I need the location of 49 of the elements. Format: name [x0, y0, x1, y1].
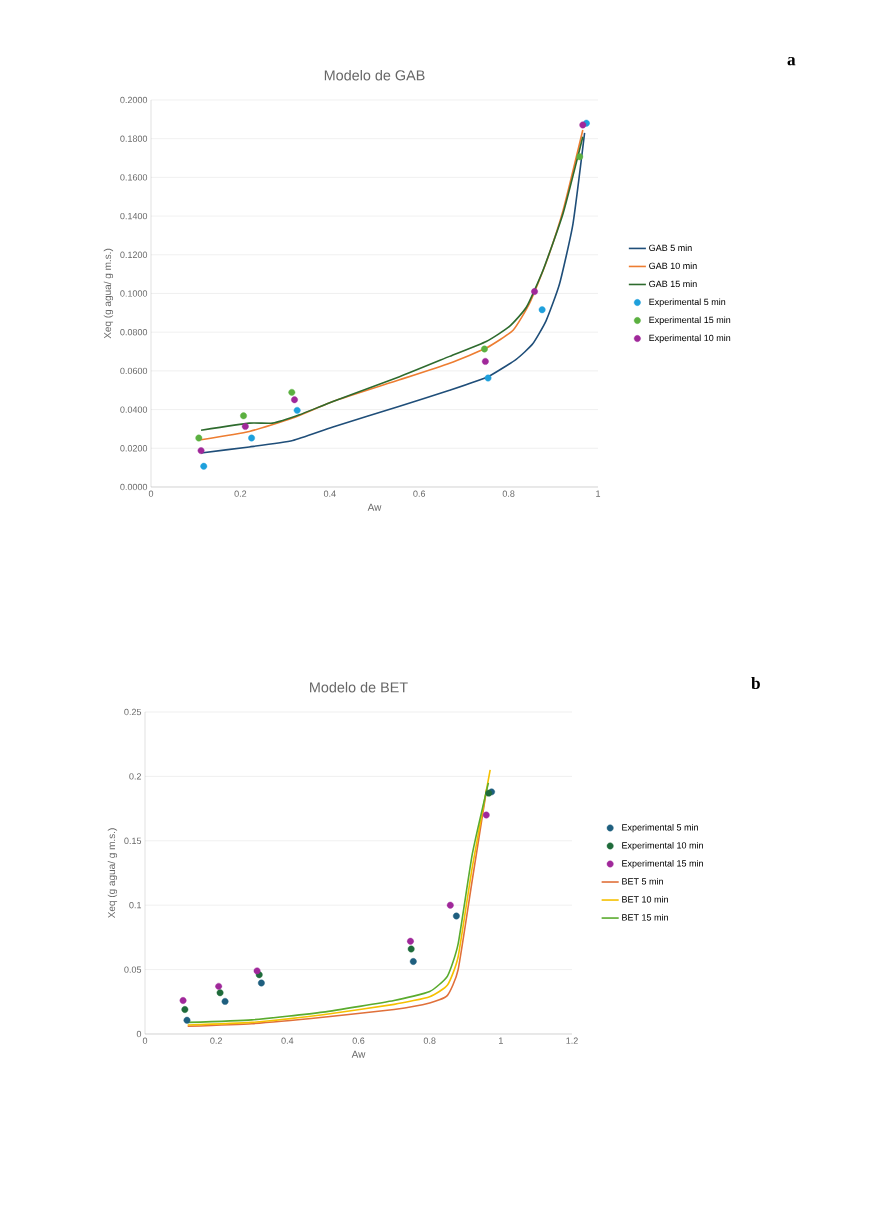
legend-label: Experimental 10 min — [649, 334, 731, 343]
x-tick-label: 0.6 — [413, 490, 426, 497]
y-tick-label: 0.2000 — [120, 96, 148, 104]
y-tick-label: 0.1600 — [120, 174, 148, 181]
x-axis-title: Aw — [367, 503, 382, 511]
text: a — [787, 57, 796, 66]
y-tick-label: 0.1400 — [120, 212, 148, 220]
x-tick-label: 0.4 — [323, 490, 336, 497]
y-tick-label: 0.0800 — [120, 329, 148, 336]
text: b — [751, 676, 760, 690]
chart-title: Modelo de BET — [310, 681, 408, 693]
y-tick-label: 0.0400 — [120, 406, 148, 413]
legend-label: BET 15 min — [622, 914, 668, 921]
y-tick-label: 0.2 — [129, 773, 142, 780]
y-tick-label: 0.0600 — [120, 367, 148, 375]
legend-label: GAB 5 min — [649, 244, 692, 252]
x-tick-label: 0.8 — [502, 490, 515, 497]
y-axis-title: Xeq (g agua/ g m.s.) — [103, 248, 114, 339]
y-tick-label: 0.1200 — [120, 251, 148, 258]
legend-label: Experimental 15 min — [649, 316, 731, 325]
legend-label: BET 5 min — [622, 877, 663, 885]
x-tick-label: 1 — [499, 1037, 503, 1044]
x-tick-label: 0.2 — [210, 1037, 222, 1044]
legend-label: GAB 10 min — [649, 262, 697, 270]
y-tick-label: 0.1800 — [120, 135, 148, 142]
x-axis-title: Aw — [351, 1050, 366, 1058]
legend-label: BET 10 min — [622, 896, 668, 903]
y-tick-label: 0.05 — [124, 966, 142, 973]
y-tick-label: 0.25 — [124, 708, 142, 716]
x-tick-label: 0.8 — [423, 1037, 436, 1044]
x-tick-label: 1 — [596, 490, 601, 497]
y-tick-label: 0.0200 — [120, 445, 148, 452]
legend-label: Experimental 10 min — [622, 841, 703, 851]
legend-label: Experimental 15 min — [622, 859, 703, 869]
y-tick-label: 0.0000 — [120, 483, 148, 491]
legend-label: GAB 15 min — [649, 280, 697, 288]
x-tick-label: 0.6 — [352, 1037, 365, 1044]
chart-title: Modelo de GAB — [324, 69, 425, 81]
y-tick-label: 0 — [136, 1030, 142, 1038]
y-tick-label: 0.1000 — [120, 290, 148, 297]
x-tick-label: 1.2 — [566, 1037, 578, 1044]
y-tick-label: 0.1 — [129, 902, 142, 909]
x-tick-label: 0.2 — [234, 490, 247, 497]
legend-label: Experimental 5 min — [622, 823, 698, 833]
y-axis-title: Xeq (g agua/ g m.s.) — [107, 828, 118, 919]
x-tick-label: 0 — [148, 490, 154, 497]
legend-label: Experimental 5 min — [649, 298, 726, 307]
x-tick-label: 0.4 — [281, 1037, 294, 1044]
y-tick-label: 0.15 — [124, 837, 142, 844]
